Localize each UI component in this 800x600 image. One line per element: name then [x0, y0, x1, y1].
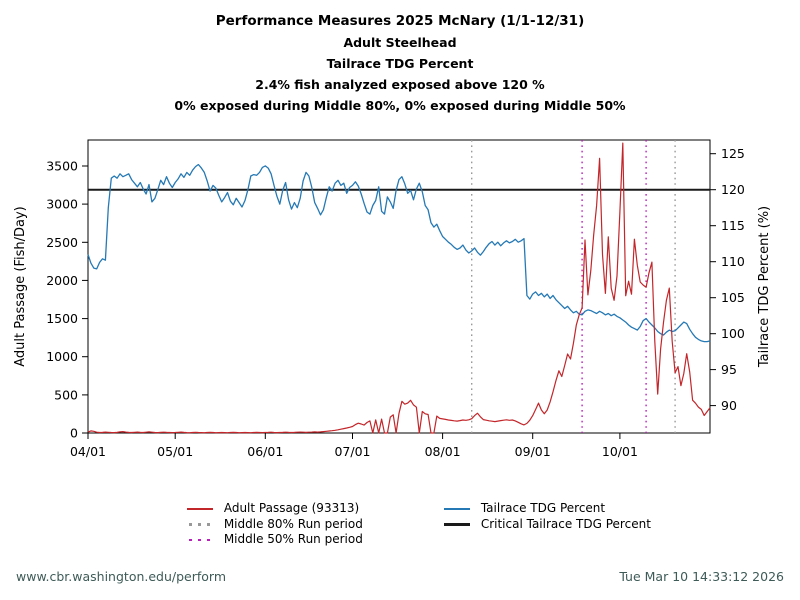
svg-text:95: 95 [721, 362, 737, 377]
legend-item-middle80: Middle 80% Run period [186, 517, 363, 533]
legend-label-critical-tdg: Critical Tailrace TDG Percent [480, 516, 651, 531]
legend-item-middle50: Middle 50% Run period [186, 532, 363, 548]
legend-right-column: Tailrace TDG Percent Critical Tailrace T… [443, 501, 651, 532]
svg-text:2500: 2500 [46, 235, 78, 250]
svg-text:3000: 3000 [46, 197, 78, 212]
tdg-line-icon [443, 503, 473, 515]
svg-text:04/01: 04/01 [70, 444, 106, 459]
svg-text:1000: 1000 [46, 349, 78, 364]
svg-text:110: 110 [721, 254, 745, 269]
svg-text:100: 100 [721, 326, 745, 341]
footer-url: www.cbr.washington.edu/perform [16, 569, 227, 584]
footer: www.cbr.washington.edu/perform Tue Mar 1… [16, 569, 784, 584]
footer-timestamp: Tue Mar 10 14:33:12 2026 [619, 569, 784, 584]
legend-item-adult-passage: Adult Passage (93313) [186, 501, 363, 517]
adult-passage-line-icon [186, 503, 216, 515]
chart-subtitle-exposure: 2.4% fish analyzed exposed above 120 % [255, 77, 545, 92]
svg-text:120: 120 [721, 182, 745, 197]
legend-label-middle80: Middle 80% Run period [223, 516, 363, 531]
chart-subtitle-metric: Tailrace TDG Percent [326, 56, 474, 71]
legend-label-adult-passage: Adult Passage (93313) [223, 501, 360, 515]
svg-text:08/01: 08/01 [425, 444, 461, 459]
middle80-dotted-line-icon [186, 518, 216, 530]
svg-text:90: 90 [721, 398, 737, 413]
svg-text:105: 105 [721, 290, 745, 305]
legend-item-tdg: Tailrace TDG Percent [443, 501, 651, 517]
plot-area: 0 500 1000 1500 2000 2500 3000 3500 90 95 100 105 11… [13, 139, 772, 459]
svg-text:Adult Passage (Fish/Day): Adult Passage (Fish/Day) [13, 206, 28, 366]
chart-subtitle-species: Adult Steelhead [343, 35, 457, 50]
svg-text:2000: 2000 [46, 273, 78, 288]
svg-text:3500: 3500 [46, 159, 78, 174]
legend-label-tdg: Tailrace TDG Percent [480, 501, 606, 515]
svg-text:115: 115 [721, 218, 745, 233]
svg-text:07/01: 07/01 [334, 444, 370, 459]
legend-item-critical-tdg: Critical Tailrace TDG Percent [443, 517, 651, 533]
svg-text:1500: 1500 [46, 311, 78, 326]
svg-text:05/01: 05/01 [157, 444, 193, 459]
svg-text:09/01: 09/01 [515, 444, 551, 459]
svg-text:125: 125 [721, 146, 745, 161]
svg-text:500: 500 [54, 387, 78, 402]
chart-title: Performance Measures 2025 McNary (1/1-12… [215, 13, 585, 29]
svg-text:Tailrace TDG Percent (%): Tailrace TDG Percent (%) [757, 206, 772, 368]
chart-titles: Performance Measures 2025 McNary (1/1-12… [0, 10, 800, 116]
svg-text:0: 0 [70, 426, 78, 441]
svg-text:10/01: 10/01 [602, 444, 638, 459]
chart-subtitle-middle-exposure: 0% exposed during Middle 80%, 0% exposed… [174, 98, 626, 113]
svg-text:06/01: 06/01 [247, 444, 283, 459]
middle50-dotted-line-icon [186, 534, 216, 546]
critical-tdg-line-icon [443, 518, 473, 530]
legend-label-middle50: Middle 50% Run period [223, 532, 363, 546]
legend-left-column: Adult Passage (93313) Middle 80% Run per… [186, 501, 363, 548]
